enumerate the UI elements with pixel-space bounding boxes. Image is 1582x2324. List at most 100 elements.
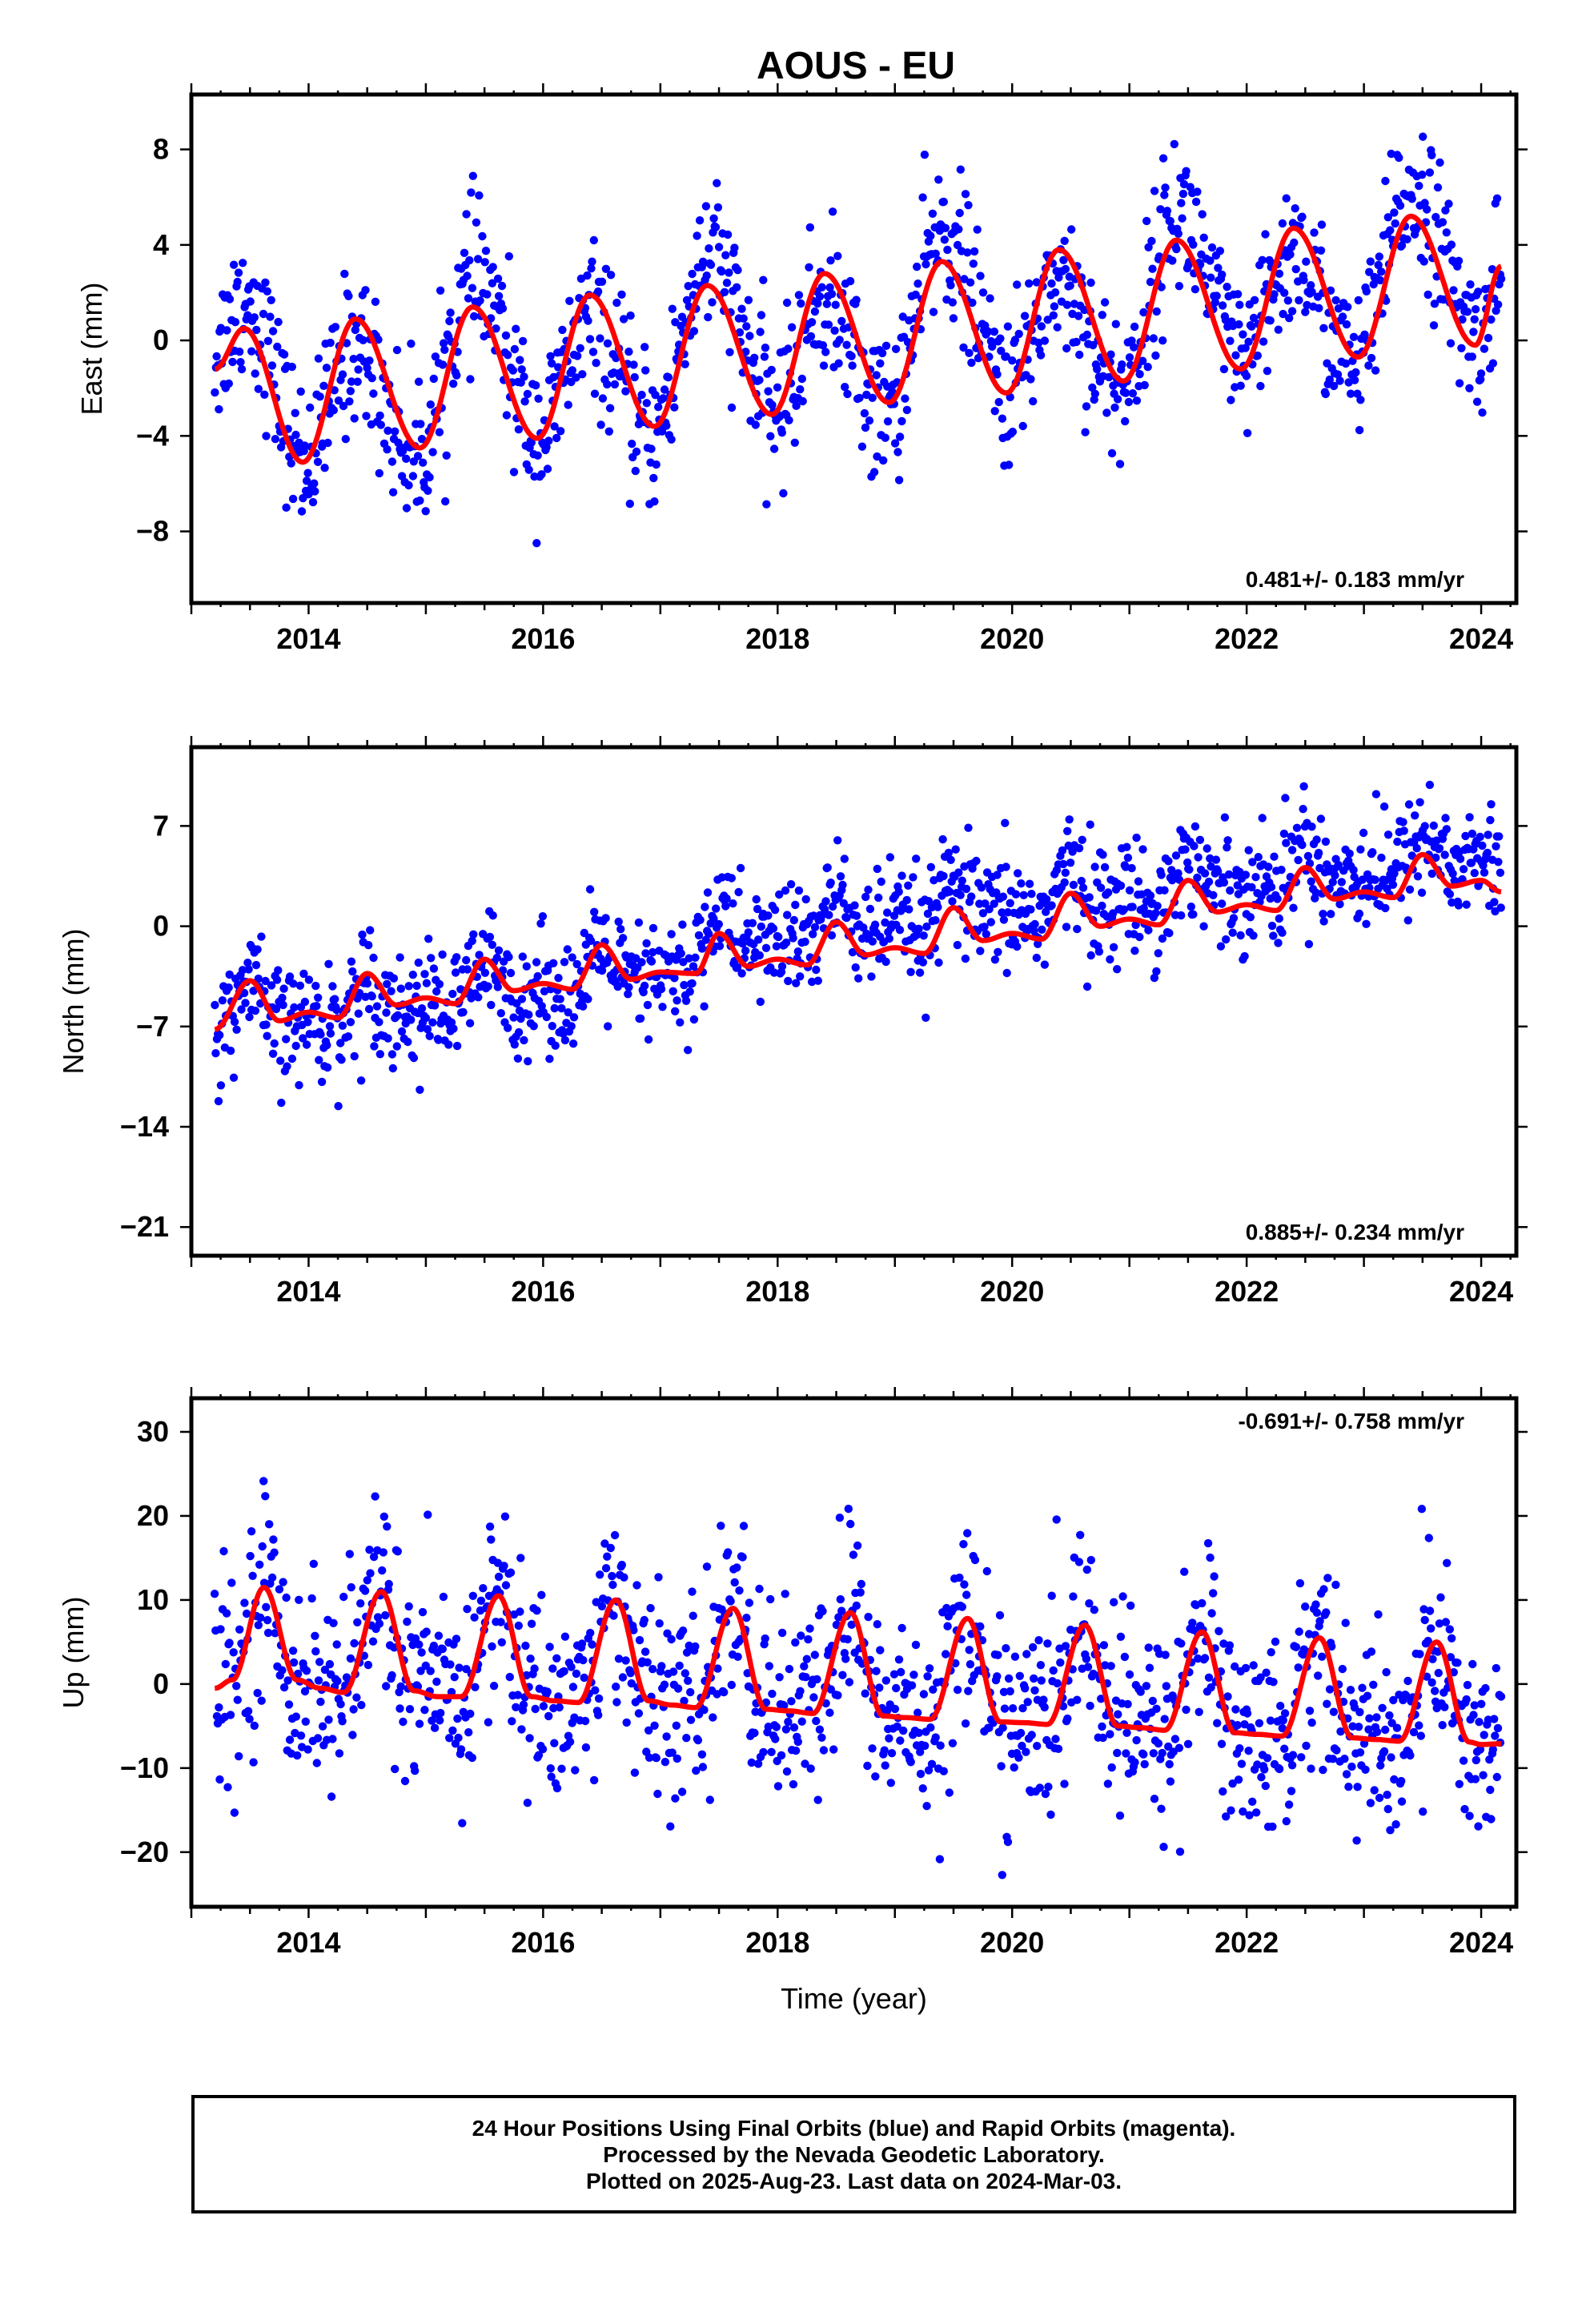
east-point: [542, 443, 551, 452]
north-point: [331, 995, 339, 1003]
up-point: [1381, 1725, 1390, 1735]
east-point: [598, 394, 608, 403]
up-point: [909, 1671, 918, 1679]
east-point: [246, 297, 255, 306]
east-point: [1088, 383, 1097, 392]
up-point: [1015, 1671, 1025, 1680]
up-point: [1054, 1744, 1063, 1753]
up-point: [942, 1650, 950, 1659]
up-point: [1018, 1741, 1026, 1751]
east-point: [963, 248, 972, 257]
up-point: [1271, 1637, 1280, 1647]
east-point: [1429, 321, 1439, 330]
north-point: [1236, 931, 1245, 940]
east-point: [720, 287, 729, 296]
north-point: [914, 924, 923, 934]
north-point: [909, 873, 917, 882]
north-point: [1096, 883, 1106, 892]
east-point: [402, 504, 412, 513]
north-point: [421, 1013, 431, 1023]
east-point: [1383, 213, 1393, 222]
east-point: [1166, 216, 1175, 226]
north-point: [881, 918, 889, 927]
up-point: [873, 1620, 882, 1629]
east-point: [954, 225, 963, 234]
up-point: [1341, 1618, 1350, 1627]
up-point: [929, 1685, 938, 1694]
north-point: [648, 947, 657, 957]
y-tick-label: −21: [120, 1210, 169, 1243]
east-point: [1442, 228, 1452, 237]
north-point: [1319, 917, 1328, 926]
east-point: [667, 435, 676, 444]
up-point: [692, 1766, 701, 1775]
north-point: [211, 1049, 220, 1058]
east-point: [961, 190, 970, 199]
north-point: [1356, 845, 1365, 854]
up-point: [514, 1621, 523, 1630]
north-point: [1429, 821, 1439, 830]
up-point: [673, 1684, 683, 1693]
east-point: [855, 393, 864, 403]
east-point: [313, 457, 323, 466]
east-point: [442, 451, 451, 460]
north-point: [881, 957, 890, 967]
east-point: [375, 411, 384, 420]
up-point: [916, 1747, 925, 1756]
north-point: [590, 907, 599, 917]
up-point: [1122, 1728, 1131, 1737]
north-point: [604, 1022, 612, 1031]
up-point: [773, 1782, 783, 1791]
footer-line-3: Plotted on 2025-Aug-23. Last data on 202…: [585, 2168, 1122, 2193]
north-point: [1073, 924, 1082, 934]
up-point: [958, 1602, 967, 1611]
up-point: [1369, 1680, 1378, 1689]
north-point: [689, 962, 698, 971]
north-point: [1058, 859, 1068, 869]
east-point: [1274, 325, 1283, 334]
up-point: [845, 1678, 854, 1687]
east-point: [1050, 288, 1060, 297]
east-point: [1261, 230, 1270, 239]
east-point: [1193, 187, 1202, 196]
north-point: [1377, 853, 1386, 862]
up-point: [1427, 1624, 1435, 1633]
north-point: [291, 1041, 300, 1051]
north-point: [1415, 798, 1424, 806]
x-tick-label: 2020: [980, 1275, 1044, 1308]
north-point: [1383, 830, 1393, 839]
north-point: [369, 953, 378, 963]
east-point: [1029, 396, 1038, 406]
up-point: [1235, 1744, 1244, 1753]
up-point: [411, 1767, 420, 1775]
north-point: [1399, 818, 1407, 826]
up-point: [371, 1492, 379, 1501]
up-point: [219, 1546, 228, 1556]
east-point: [805, 263, 813, 271]
east-point: [1463, 308, 1472, 316]
north-point: [671, 1007, 680, 1016]
up-point: [404, 1602, 413, 1611]
east-point: [730, 243, 739, 252]
up-point: [1365, 1714, 1374, 1723]
east-point: [913, 279, 922, 288]
east-point: [346, 387, 355, 396]
east-point: [250, 313, 259, 322]
north-point: [1223, 843, 1231, 852]
north-point: [346, 1018, 355, 1027]
east-point: [229, 260, 239, 269]
east-point: [573, 352, 582, 360]
up-point: [1493, 1723, 1503, 1733]
east-point: [319, 381, 328, 390]
north-point: [1119, 905, 1129, 914]
north-point: [279, 984, 288, 993]
north-point: [382, 1008, 391, 1017]
east-point: [543, 464, 552, 473]
up-point: [871, 1772, 880, 1781]
north-point: [697, 944, 707, 953]
east-point: [806, 332, 816, 341]
north-point: [316, 1030, 325, 1039]
east-point: [990, 407, 999, 416]
north-point: [752, 895, 761, 904]
up-point: [379, 1512, 388, 1522]
